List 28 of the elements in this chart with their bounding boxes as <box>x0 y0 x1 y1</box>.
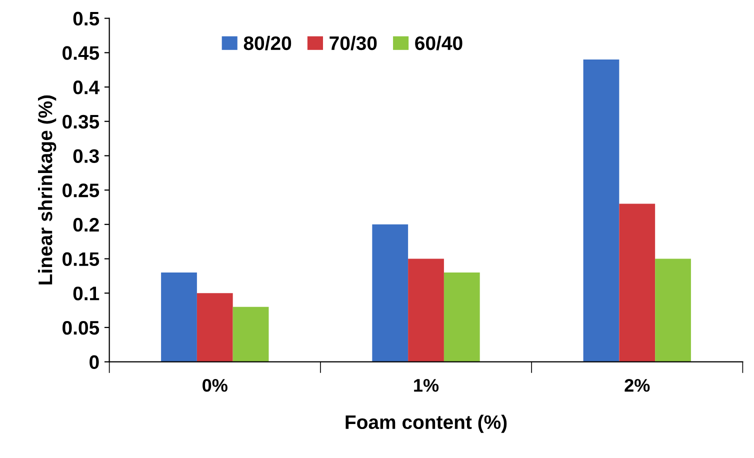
x-tick-label: 0% <box>202 378 228 392</box>
legend-label: 60/40 <box>415 36 462 50</box>
y-tick-label: 0.15 <box>62 252 100 266</box>
y-tick-label: 0.3 <box>73 149 99 163</box>
bar <box>161 272 197 362</box>
bar <box>583 60 620 362</box>
y-tick-label: 0.4 <box>73 80 100 94</box>
y-tick-label: 0.5 <box>73 12 100 26</box>
y-tick-label: 0.25 <box>62 184 100 198</box>
y-tick-label: 0.2 <box>73 218 99 232</box>
bar <box>232 306 269 362</box>
bar <box>444 272 480 362</box>
bar <box>372 224 408 362</box>
legend-label: 70/30 <box>330 36 377 50</box>
x-axis-title: Foam content (%) <box>346 414 507 433</box>
bar <box>196 293 233 362</box>
x-tick-label: 2% <box>624 378 650 392</box>
y-tick-label: 0 <box>90 355 99 370</box>
y-tick-label: 0.45 <box>62 46 100 60</box>
bar <box>655 258 691 362</box>
y-tick-label: 0.05 <box>62 320 100 335</box>
legend-label: 80/20 <box>244 36 292 50</box>
y-axis-title: Linear shrinkage (%) <box>38 95 56 284</box>
bar <box>619 204 656 362</box>
y-tick-label: 0.1 <box>73 286 100 300</box>
y-tick-label: 0.35 <box>62 114 100 129</box>
x-tick-label: 1% <box>414 379 439 392</box>
bar <box>408 258 444 362</box>
